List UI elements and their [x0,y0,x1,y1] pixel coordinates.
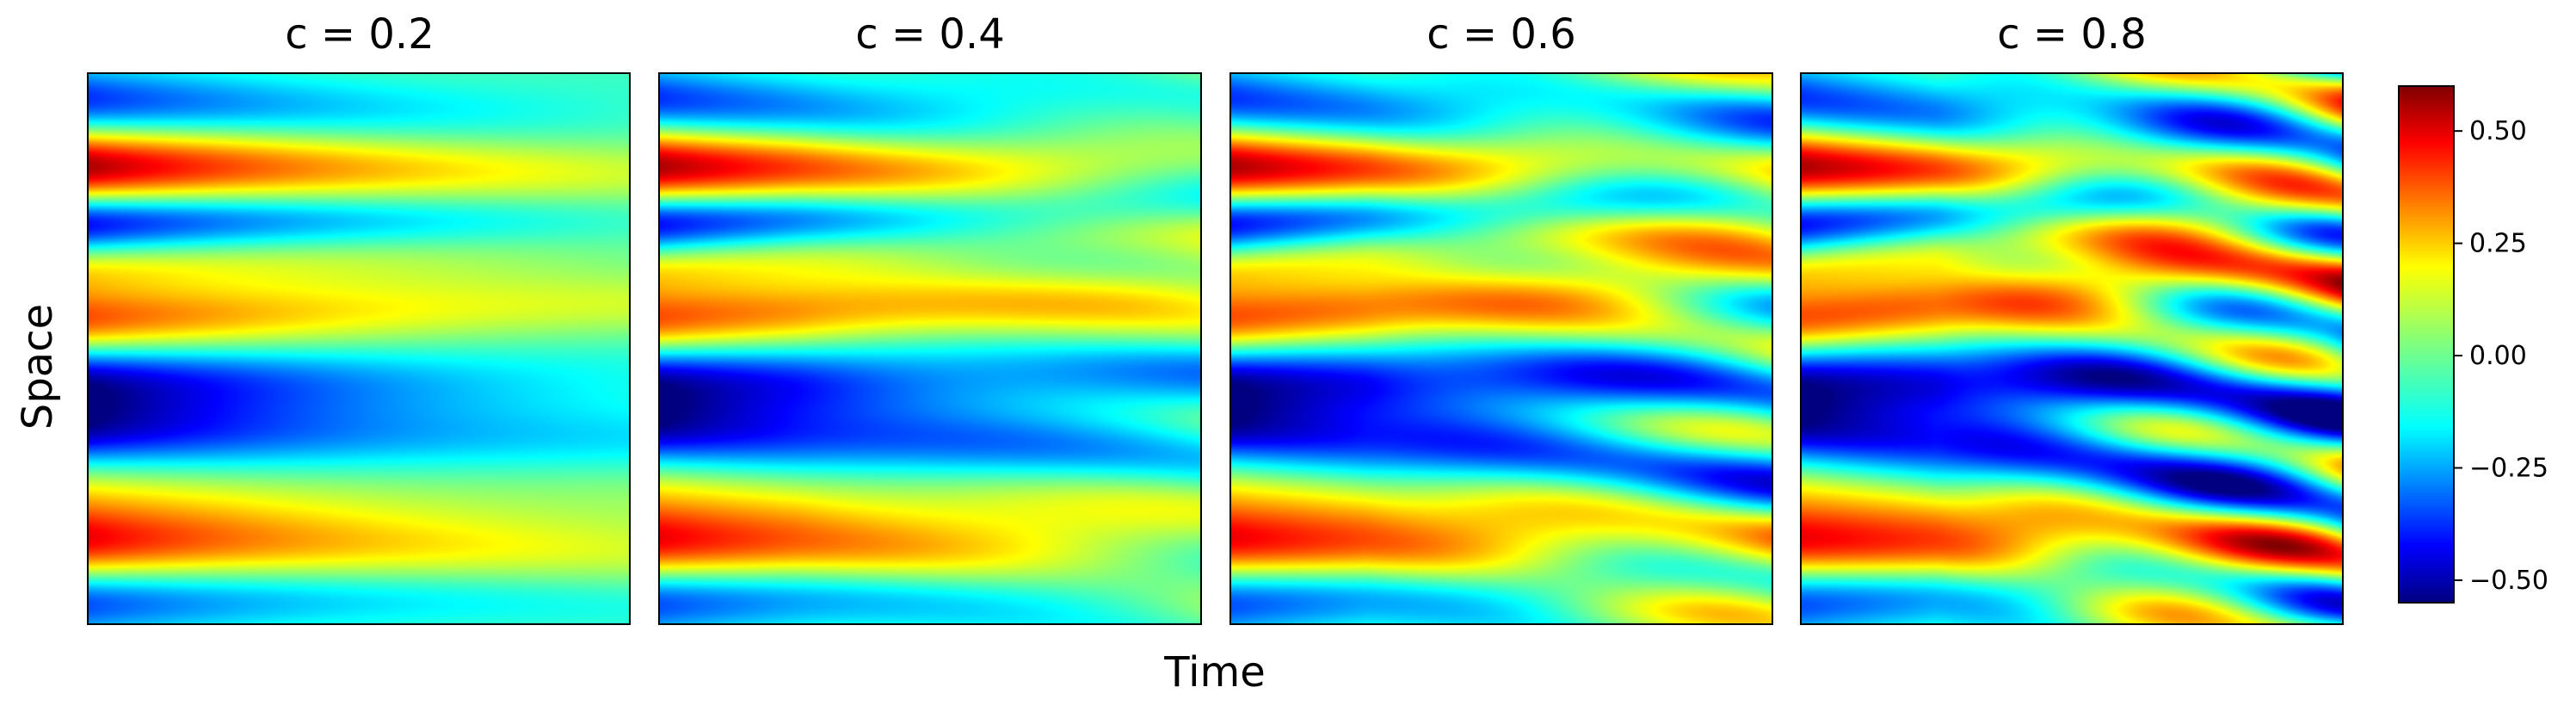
panel-frame-3 [1229,72,1773,625]
panel-title-4: c = 0.8 [1997,10,2146,59]
panel-2: c = 0.4 [658,10,1202,625]
panel-frame-4 [1800,72,2344,625]
colorbar-tick-label: −0.25 [2469,453,2548,483]
x-axis-label: Time [1163,648,1265,697]
heatmap-2 [659,73,1201,624]
y-axis-label: Space [14,304,62,430]
colorbar-tick-label: −0.50 [2469,566,2548,596]
heatmap-3 [1230,73,1772,624]
colorbar-tick-label: 0.25 [2469,229,2527,259]
heatmap-4 [1801,73,2343,624]
colorbar: 0.50 0.25 0.00 −0.25 −0.50 [2398,85,2548,604]
panel-title-1: c = 0.2 [285,10,434,59]
colorbar-ticks: 0.50 0.25 0.00 −0.25 −0.50 [2454,116,2548,596]
panel-3: c = 0.6 [1229,10,1773,625]
panel-4: c = 0.8 [1800,10,2344,625]
panel-title-2: c = 0.4 [855,10,1004,59]
colorbar-gradient [2398,85,2455,604]
panel-1: c = 0.2 [87,10,631,625]
colorbar-tick-label: 0.00 [2469,341,2527,371]
heatmap-1 [88,73,630,624]
colorbar-tick-label: 0.50 [2469,116,2527,146]
panel-frame-1 [87,72,631,625]
panel-frame-2 [658,72,1202,625]
panel-title-3: c = 0.6 [1427,10,1575,59]
